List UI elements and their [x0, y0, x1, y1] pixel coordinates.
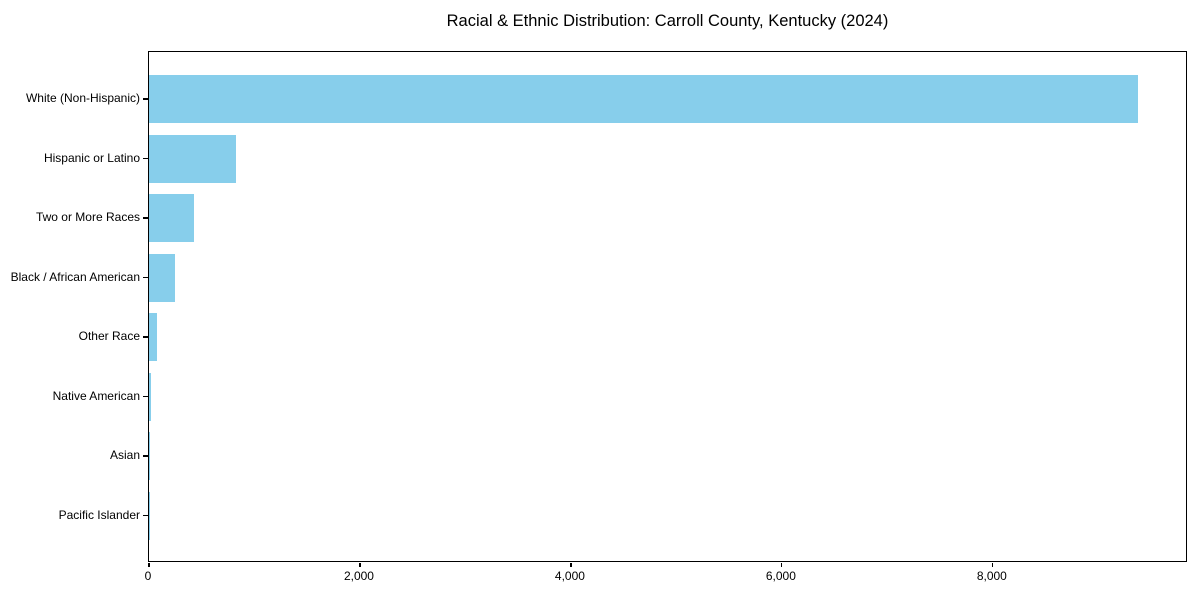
x-axis-tick [570, 563, 572, 567]
y-axis-tick [143, 455, 148, 457]
x-axis-tick-label: 2,000 [343, 569, 374, 583]
y-axis-tick [143, 98, 148, 100]
chart-title: Racial & Ethnic Distribution: Carroll Co… [446, 12, 889, 30]
bar-1 [149, 134, 237, 183]
x-axis-tick-label: 4,000 [554, 569, 585, 583]
x-axis-tick-label: 6,000 [765, 569, 796, 583]
bar-4 [149, 313, 158, 361]
bar-2 [149, 194, 195, 242]
y-axis-tick [143, 217, 148, 219]
bar-6 [149, 432, 151, 480]
y-axis-label: Asian [109, 448, 140, 462]
x-axis-tick-label: 8,000 [976, 569, 1007, 583]
bar-0 [149, 75, 1138, 123]
y-axis-label: Black / African American [10, 269, 140, 284]
y-axis-label: Other Race [78, 329, 140, 343]
y-axis-tick [143, 336, 148, 338]
y-axis-tick [143, 514, 148, 517]
y-axis-tick [143, 395, 148, 398]
y-axis-label: Pacific Islander [58, 507, 140, 522]
x-axis-tick [992, 563, 994, 567]
bar-3 [149, 253, 176, 302]
x-axis-tick [781, 563, 783, 567]
x-axis-tick [148, 563, 150, 567]
y-axis-label: Hispanic or Latino [43, 150, 140, 165]
plot-area [143, 51, 1187, 567]
bar-5 [149, 372, 151, 421]
y-axis-label: White (Non-Hispanic) [25, 91, 140, 105]
y-axis-tick [143, 276, 148, 279]
y-axis-label: Native American [52, 388, 140, 403]
y-axis-tick [143, 157, 148, 160]
x-axis-tick [359, 563, 361, 567]
y-axis-label: Two or More Races [35, 210, 140, 224]
x-axis-tick-label: 0 [144, 569, 152, 583]
